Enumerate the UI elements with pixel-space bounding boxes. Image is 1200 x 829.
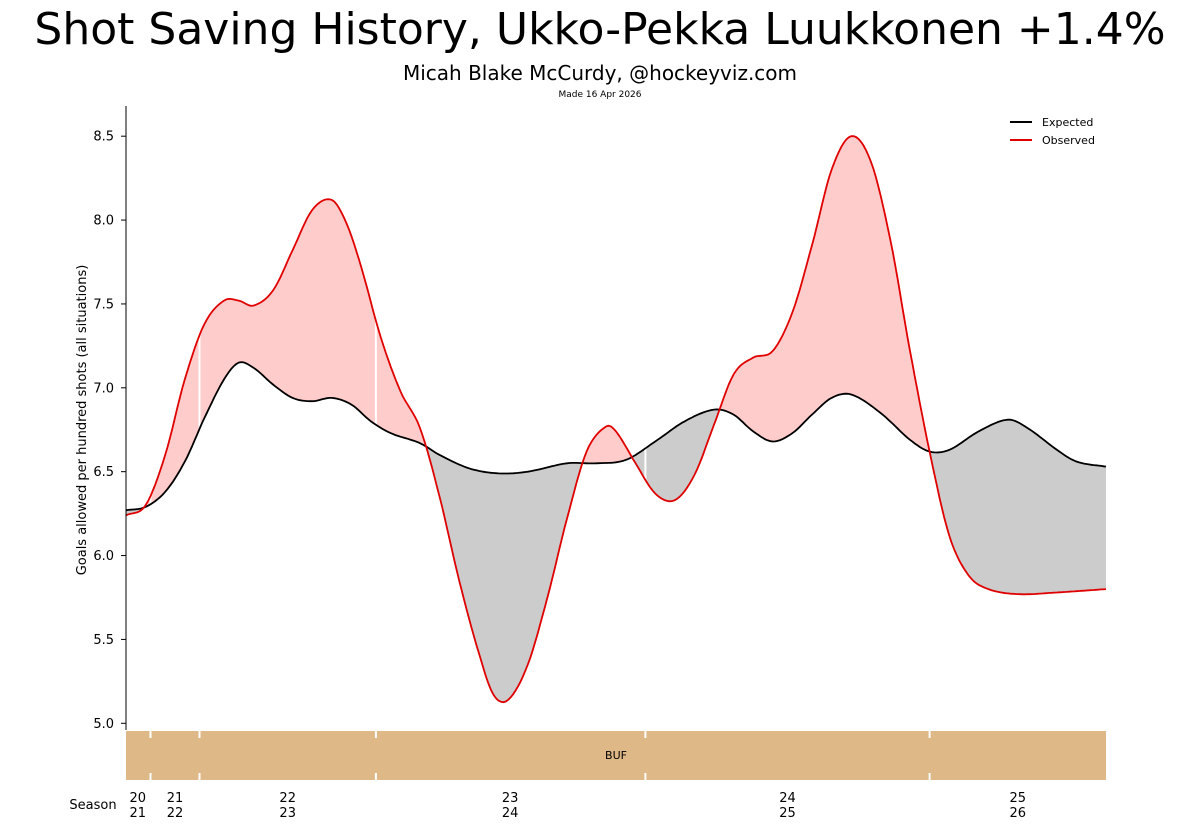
x-tick-label-top: 21 — [167, 791, 184, 806]
y-axis-ticks: 5.0 5.5 6.0 6.5 7.0 7.5 8.0 8.5 — [93, 130, 126, 732]
x-axis-label: Season — [69, 798, 116, 813]
fill-observed-above — [143, 199, 426, 508]
x-tick-label-top: 22 — [279, 791, 296, 806]
y-tick-label: 7.0 — [93, 381, 114, 396]
x-tick-label-bottom: 21 — [129, 806, 146, 821]
legend-label-expected: Expected — [1042, 116, 1093, 129]
series-line-expected — [125, 361, 1107, 512]
team-band-rect — [126, 731, 1106, 780]
fill-observed-below — [426, 446, 583, 703]
x-tick-label-bottom: 26 — [1010, 806, 1027, 821]
x-tick-label-top: 25 — [1010, 791, 1027, 806]
difference-fills — [126, 136, 1106, 703]
fill-observed-above — [719, 136, 930, 452]
y-tick-label: 8.5 — [93, 130, 114, 145]
x-tick-label-bottom: 22 — [167, 806, 184, 821]
fill-observed-below — [631, 409, 720, 502]
y-tick-label: 5.5 — [93, 633, 114, 648]
y-axis-label: Goals allowed per hundred shots (all sit… — [75, 265, 90, 576]
series-lines — [125, 135, 1107, 704]
legend-label-observed: Observed — [1042, 134, 1095, 147]
y-tick-label: 6.5 — [93, 465, 114, 480]
x-tick-label-bottom: 23 — [279, 806, 296, 821]
y-tick-label: 6.0 — [93, 549, 114, 564]
team-band — [126, 731, 1106, 780]
y-tick-label: 5.0 — [93, 717, 114, 732]
series-line-observed — [125, 135, 1107, 704]
y-tick-label: 8.0 — [93, 214, 114, 229]
made-date: Made 16 Apr 2026 — [558, 90, 642, 100]
team-label: BUF — [605, 749, 627, 762]
x-tick-label-bottom: 25 — [779, 806, 796, 821]
x-tick-label-top: 23 — [502, 791, 519, 806]
x-tick-label-top: 24 — [779, 791, 796, 806]
x-tick-label-top: 20 — [129, 791, 146, 806]
y-tick-label: 7.5 — [93, 297, 114, 312]
fill-observed-below — [929, 419, 1106, 595]
x-tick-label-bottom: 24 — [502, 806, 519, 821]
legend: Expected Observed — [1010, 116, 1095, 147]
season-divider-lines — [149, 106, 931, 730]
chart-title: Shot Saving History, Ukko-Pekka Luukkone… — [34, 4, 1166, 55]
chart-subtitle: Micah Blake McCurdy, @hockeyviz.com — [402, 61, 798, 85]
fill-observed-above — [582, 425, 632, 464]
